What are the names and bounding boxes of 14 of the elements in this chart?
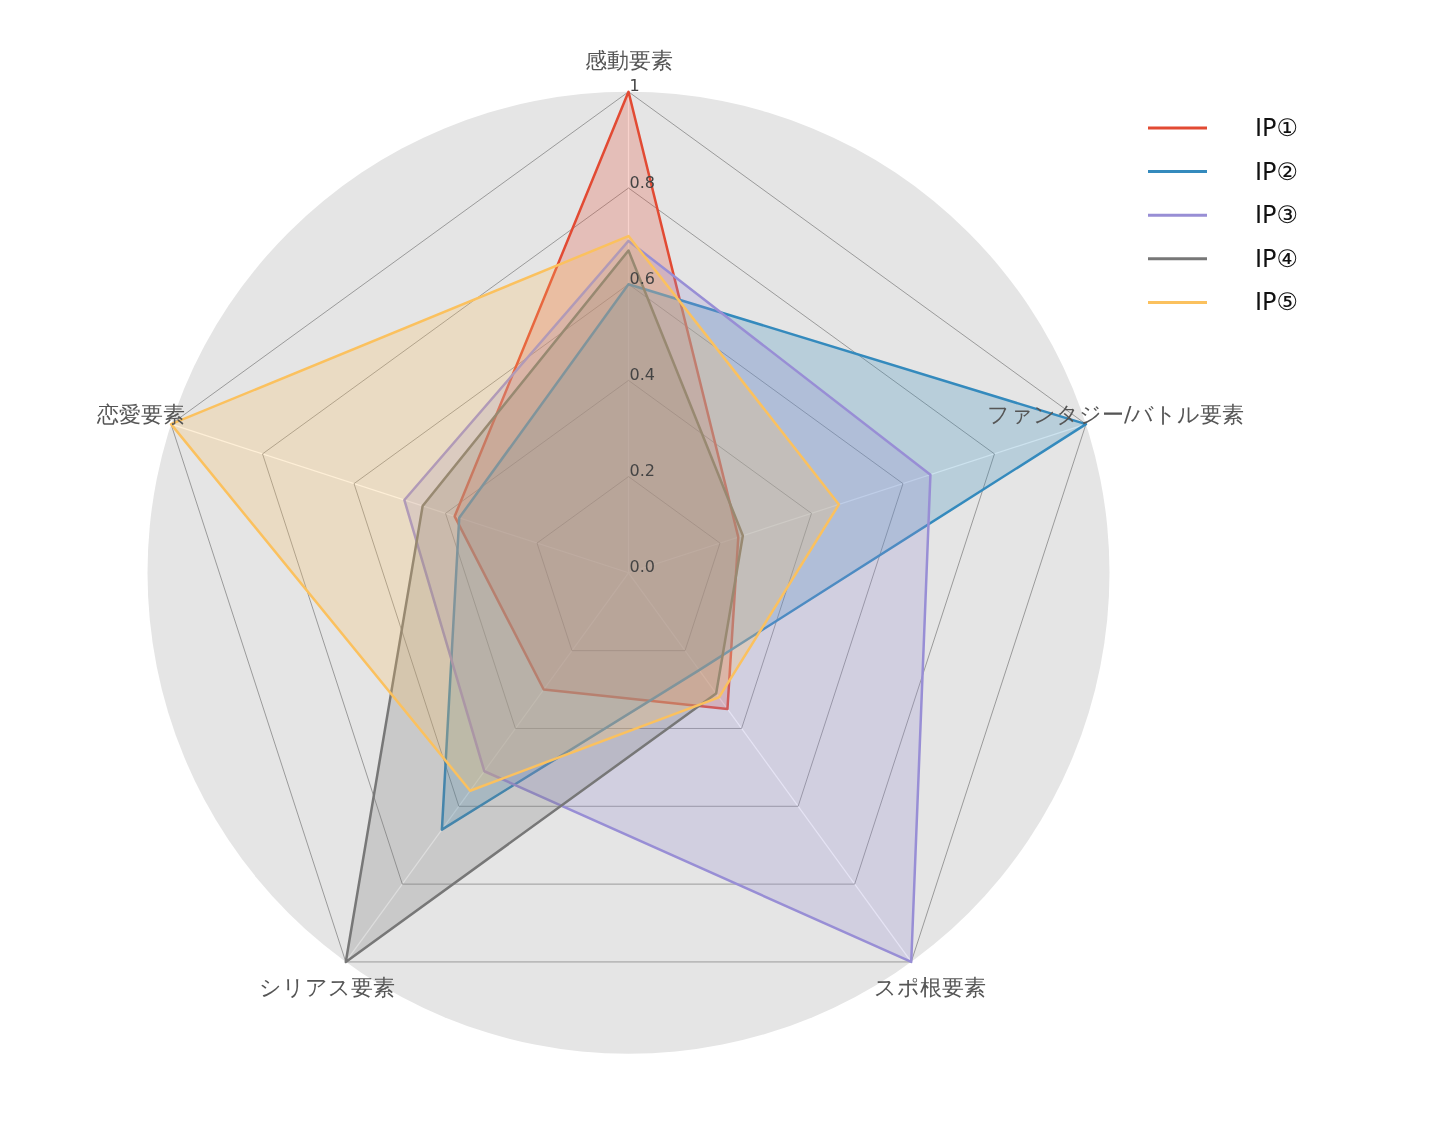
- legend-label: IP③: [1255, 201, 1299, 230]
- spoke-label: シリアス要素: [259, 974, 396, 1000]
- legend-label: IP④: [1255, 244, 1299, 273]
- spoke-label: 恋愛要素: [96, 402, 186, 427]
- legend-label: IP⑤: [1255, 288, 1299, 317]
- spoke-label: スポ根要素: [873, 974, 986, 1000]
- y-tick-label: 0.4: [629, 364, 655, 384]
- spoke-label: 感動要素: [584, 48, 673, 74]
- y-tick-label: 1: [629, 76, 640, 96]
- legend-label: IP①: [1255, 114, 1299, 142]
- y-tick-label: 0.0: [629, 557, 655, 577]
- y-tick-label: 0.6: [629, 268, 655, 288]
- legend-label: IP②: [1255, 157, 1299, 186]
- y-tick-label: 0.2: [629, 461, 655, 481]
